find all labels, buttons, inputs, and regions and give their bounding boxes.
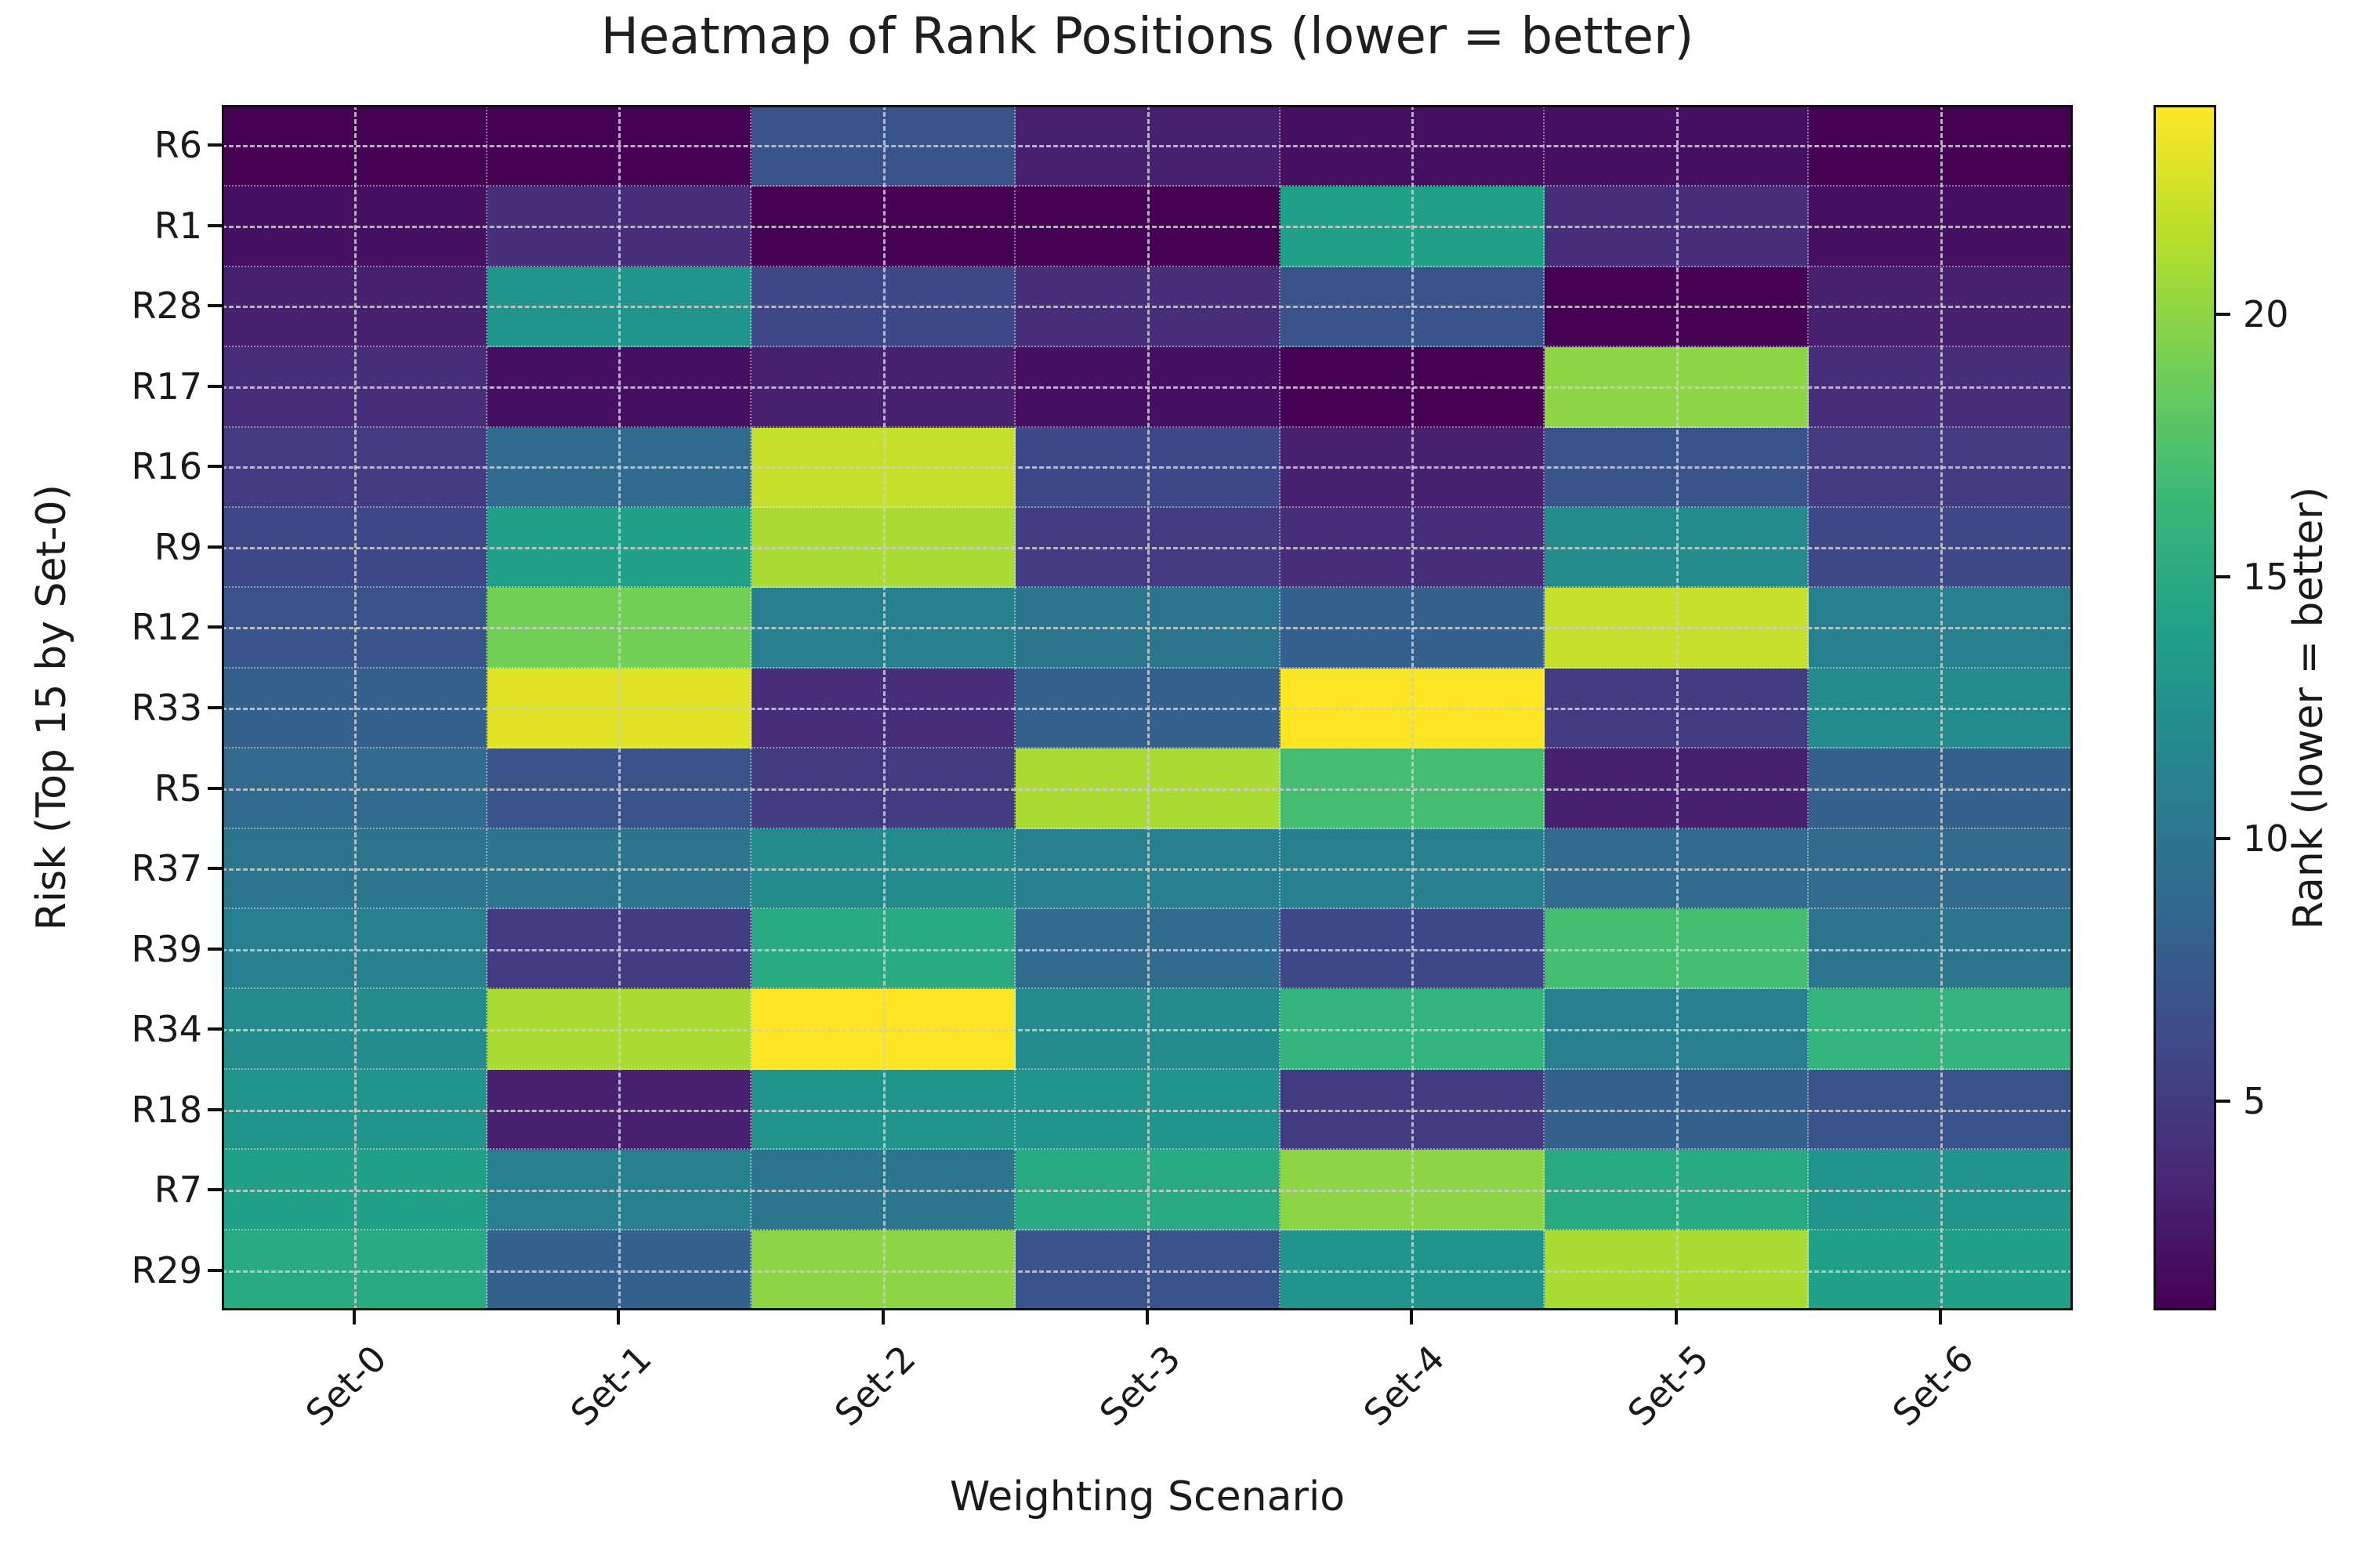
v-gridline (1940, 105, 1943, 1310)
y-tick-label: R16 (131, 445, 203, 488)
colorbar-tick-mark (2216, 574, 2230, 578)
x-tick-label: Set-0 (297, 1337, 395, 1435)
y-tick-mark (208, 143, 222, 147)
x-tick-mark (617, 1310, 621, 1325)
y-tick-mark (208, 1188, 222, 1192)
chart-title: Heatmap of Rank Positions (lower = bette… (600, 8, 1694, 66)
y-tick-label: R1 (154, 204, 202, 247)
y-tick-label: R33 (131, 687, 203, 729)
y-tick-label: R18 (131, 1088, 203, 1131)
y-tick-mark (208, 1107, 222, 1111)
y-tick-mark (208, 706, 222, 709)
y-tick-label: R28 (131, 284, 203, 328)
colorbar-label: Rank (lower = better) (2285, 486, 2332, 930)
y-tick-mark (208, 304, 222, 308)
y-tick-label: R9 (154, 525, 202, 568)
y-tick-mark (208, 465, 222, 469)
x-tick-mark (1410, 1310, 1414, 1325)
colorbar-tick-label: 20 (2243, 293, 2289, 336)
x-tick-label: Set-3 (1091, 1337, 1189, 1435)
y-tick-mark (208, 384, 222, 388)
heatmap-plot (222, 105, 2073, 1310)
y-tick-mark (208, 947, 222, 951)
colorbar-tick-label: 5 (2243, 1079, 2266, 1122)
colorbar-tick-label: 15 (2243, 555, 2289, 598)
x-tick-mark (352, 1310, 356, 1325)
x-tick-label: Set-2 (826, 1337, 924, 1435)
colorbar (2154, 105, 2216, 1310)
y-tick-mark (208, 545, 222, 549)
x-tick-label: Set-1 (562, 1337, 660, 1435)
x-tick-mark (1146, 1310, 1149, 1325)
y-tick-label: R37 (131, 847, 203, 890)
y-tick-mark (208, 223, 222, 227)
y-tick-mark (208, 1268, 222, 1272)
y-tick-label: R17 (131, 364, 203, 408)
x-axis-label: Weighting Scenario (949, 1473, 1346, 1520)
v-gridline (1147, 105, 1150, 1310)
x-tick-label: Set-4 (1355, 1337, 1453, 1435)
y-tick-label: R5 (154, 766, 202, 810)
v-gridline (1411, 105, 1415, 1310)
x-tick-mark (881, 1310, 885, 1325)
colorbar-label-box: Rank (lower = better) (2285, 105, 2332, 1310)
colorbar-tick-label: 10 (2243, 817, 2289, 861)
y-tick-label: R34 (131, 1008, 203, 1051)
y-tick-mark (208, 786, 222, 790)
colorbar-tick-mark (2216, 837, 2230, 841)
y-axis-label-box: Risk (Top 15 by Set-0) (28, 105, 75, 1310)
y-tick-mark (208, 625, 222, 629)
y-tick-mark (208, 1027, 222, 1031)
y-tick-label: R29 (131, 1248, 203, 1292)
y-tick-label: R12 (131, 606, 203, 649)
y-tick-label: R6 (154, 124, 202, 167)
v-gridline (1675, 105, 1679, 1310)
colorbar-tick-mark (2216, 1099, 2230, 1103)
v-gridline (882, 105, 886, 1310)
y-tick-mark (208, 867, 222, 871)
y-tick-label: R39 (131, 927, 203, 970)
y-tick-label: R7 (154, 1169, 202, 1212)
x-tick-mark (1939, 1310, 1943, 1325)
y-axis-label: Risk (Top 15 by Set-0) (28, 484, 75, 931)
colorbar-tick-mark (2216, 313, 2230, 317)
x-tick-label: Set-6 (1884, 1337, 1982, 1435)
v-gridline (618, 105, 621, 1310)
v-gridline (353, 105, 357, 1310)
x-tick-mark (1674, 1310, 1678, 1325)
x-tick-label: Set-5 (1620, 1337, 1718, 1435)
